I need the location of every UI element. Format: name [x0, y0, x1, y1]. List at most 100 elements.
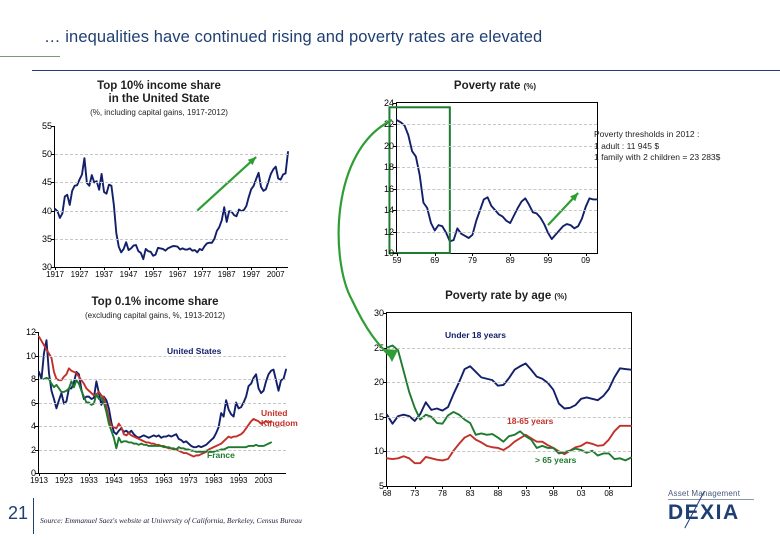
y-axis-label: 50: [41, 149, 52, 160]
y-axis-label: 24: [383, 98, 394, 108]
y-axis-label: 12: [25, 327, 36, 337]
header-divider: [32, 70, 780, 71]
y-axis-label: 55: [41, 121, 52, 131]
y-axis-label: 14: [383, 205, 394, 216]
chart-poverty-rate-by-age: Poverty rate by age (%) Under 18 years 1…: [358, 290, 648, 510]
x-axis-label: 89: [505, 256, 515, 265]
series-line: [386, 344, 632, 462]
x-axis-label: 09: [581, 256, 591, 265]
x-axis-label: 1983: [204, 476, 223, 485]
x-axis-label: 1953: [129, 476, 148, 485]
x-axis-label: 1937: [95, 270, 113, 279]
gridline: [387, 382, 631, 384]
gridline: [397, 167, 597, 169]
gridline: [39, 379, 286, 380]
series-line: [54, 150, 289, 261]
dexia-logo: Asset Management DEXIA: [668, 489, 776, 535]
y-tick: [393, 167, 397, 169]
footer-divider: [33, 498, 34, 534]
y-tick: [393, 210, 397, 212]
gridline: [55, 238, 288, 240]
plot-area: 10 12 14 16 18 20 22 24 59 69 79 89 99 09: [384, 98, 598, 265]
x-tick: [188, 473, 190, 476]
x-tick: [510, 253, 512, 256]
x-axis-label: 1973: [179, 476, 198, 485]
chart-top10-income-share: Top 10% income share in the United State…: [24, 80, 294, 290]
x-tick: [128, 267, 130, 270]
x-tick: [63, 473, 65, 476]
x-tick: [177, 267, 179, 270]
x-tick: [202, 267, 204, 270]
series-line: [396, 119, 598, 243]
x-tick: [79, 267, 81, 270]
x-tick: [442, 486, 444, 489]
y-tick: [393, 253, 397, 254]
y-axis-label: 30: [41, 262, 52, 272]
chart-top01-income-share: Top 0.1% income share (excluding capital…: [10, 296, 300, 496]
chart-subtitle: (excluding capital gains, %, 1913-2012): [84, 311, 226, 320]
y-axis-label: 16: [383, 183, 394, 194]
series-label-united-states: United States: [167, 346, 222, 356]
x-tick: [238, 473, 240, 476]
x-axis-label: 1993: [229, 476, 248, 485]
y-axis-label: 6: [30, 397, 36, 408]
x-axis-label: 1963: [154, 476, 173, 485]
x-axis-label: 99: [543, 256, 553, 265]
x-axis-label: 68: [382, 489, 392, 498]
logo-tagline: Asset Management: [668, 489, 741, 498]
x-axis-label: 1957: [144, 270, 162, 279]
series-line: [43, 376, 272, 453]
gridline: [55, 210, 288, 212]
y-tick: [393, 145, 397, 147]
x-tick: [226, 267, 228, 270]
chart-title: Top 0.1% income share: [91, 296, 219, 308]
x-axis-label: 59: [392, 256, 402, 265]
y-tick: [35, 332, 39, 333]
gridline: [397, 188, 597, 190]
x-tick: [397, 253, 398, 256]
x-axis-label: 1987: [217, 270, 236, 279]
series-canvas: [54, 150, 289, 261]
gridline: [397, 210, 597, 212]
gridline: [397, 145, 597, 147]
y-axis-label: 25: [373, 342, 384, 353]
series-label-france: France: [207, 450, 235, 460]
y-axis-label: 10: [25, 350, 36, 361]
x-tick: [585, 253, 587, 256]
x-axis-label: 1967: [168, 270, 187, 279]
y-tick: [383, 416, 387, 418]
gridline: [39, 402, 286, 404]
y-tick: [393, 188, 397, 190]
y-axis-label: 8: [30, 374, 36, 384]
series-label-united-kingdom: United Kingdom: [261, 408, 298, 428]
gridline: [397, 231, 597, 233]
x-axis-label: 98: [548, 489, 558, 498]
y-tick: [393, 124, 397, 126]
page-number: 21: [8, 503, 29, 523]
y-tick: [51, 267, 55, 268]
x-tick: [153, 267, 155, 270]
x-axis-label: 2003: [254, 476, 273, 485]
x-axis-label: 1923: [55, 476, 73, 485]
x-tick: [113, 473, 115, 476]
x-tick: [88, 473, 90, 476]
y-tick: [35, 449, 39, 451]
series-canvas: [38, 335, 287, 458]
y-tick: [393, 231, 397, 233]
y-axis-label: 18: [383, 162, 394, 173]
x-axis-label: 1913: [30, 476, 48, 485]
y-axis-label: 20: [373, 377, 384, 388]
y-tick: [35, 426, 39, 427]
gridline: [387, 347, 631, 349]
y-tick: [383, 486, 387, 487]
y-axis-label: 5: [378, 481, 384, 491]
x-tick: [581, 486, 583, 489]
y-tick: [51, 238, 55, 240]
x-axis-label: 03: [576, 489, 586, 498]
y-tick: [393, 103, 397, 104]
x-axis-label: 08: [604, 489, 614, 498]
x-tick: [55, 267, 56, 270]
y-axis-label: 40: [41, 205, 52, 216]
gridline: [39, 449, 286, 451]
x-tick: [553, 486, 555, 489]
